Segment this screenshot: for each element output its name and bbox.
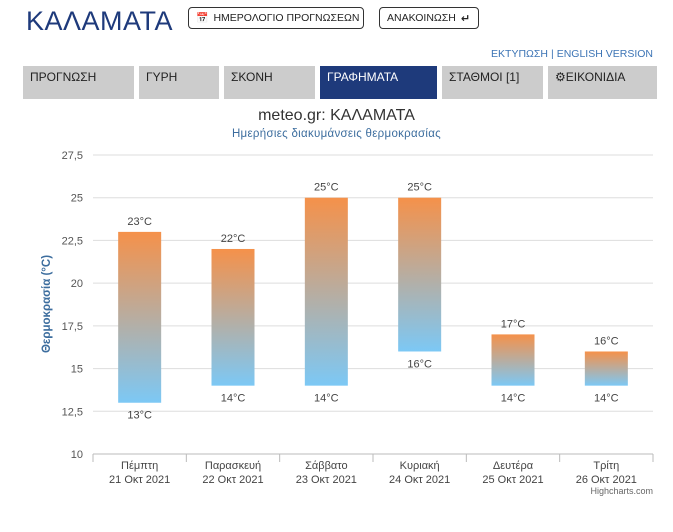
x-category-day: Πέμπτη: [121, 460, 158, 472]
low-temp-label: 16°C: [407, 358, 432, 370]
x-category-date: 21 Οκτ 2021: [109, 474, 170, 486]
link-separator: |: [550, 48, 554, 60]
english-version-link[interactable]: ENGLISH VERSION: [556, 48, 653, 60]
forecast-calendar-label: ΗΜΕΡΟΛΟΓΙΟ ΠΡΟΓΝΩΣΕΩΝ: [213, 12, 360, 24]
high-temp-label: 17°C: [501, 318, 526, 330]
temp-range-bar: [584, 351, 628, 386]
y-tick-label: 17,5: [62, 321, 83, 333]
x-category-date: 23 Οκτ 2021: [296, 474, 357, 486]
y-tick-label: 27,5: [62, 150, 83, 162]
x-category-date: 22 Οκτ 2021: [202, 474, 263, 486]
tab-charts[interactable]: ΓΡΑΦΗΜΑΤΑ: [320, 66, 437, 99]
turn-down-arrow-icon: ↵: [460, 12, 471, 25]
forecast-calendar-button[interactable]: 📅 ΗΜΕΡΟΛΟΓΙΟ ΠΡΟΓΝΩΣΕΩΝ: [188, 7, 364, 29]
chart-subtitle: Ημερήσιες διακυμάνσεις θερμοκρασίας: [231, 128, 442, 140]
y-tick-label: 25: [71, 193, 83, 205]
tab-charts-label: ΓΡΑΦΗΜΑΤΑ: [327, 70, 399, 84]
y-axis-title: Θερμοκρασία (°C): [41, 255, 53, 353]
low-temp-label: 14°C: [501, 393, 526, 405]
low-temp-label: 14°C: [314, 393, 339, 405]
announcement-label: ΑΝΑΚΟΙΝΩΣΗ: [387, 12, 456, 24]
x-category-day: Παρασκευή: [205, 460, 261, 472]
print-link[interactable]: ΕΚΤΥΠΩΣΗ: [491, 48, 548, 60]
high-temp-label: 22°C: [221, 233, 246, 245]
tab-icons-label: ΕΙΚΟΝΙΔΙΑ: [565, 70, 626, 84]
high-temp-label: 16°C: [594, 335, 619, 347]
y-tick-label: 12,5: [62, 406, 83, 418]
high-temp-label: 25°C: [407, 182, 432, 194]
temp-range-bar: [211, 248, 255, 386]
tab-icons[interactable]: ⚙ΕΙΚΟΝΙΔΙΑ: [548, 66, 657, 99]
city-title: ΚΑΛΑΜΑΤΑ: [26, 6, 174, 36]
temp-range-bar: [491, 334, 535, 386]
x-category-day: Κυριακή: [400, 460, 440, 472]
calendar-icon: 📅: [196, 12, 209, 24]
tab-forecast[interactable]: ΠΡΟΓΝΩΣΗ: [23, 66, 134, 99]
low-temp-label: 14°C: [221, 393, 246, 405]
low-temp-label: 13°C: [127, 410, 152, 422]
tab-stations[interactable]: ΣΤΑΘΜΟΙ [1]: [442, 66, 543, 99]
x-category-day: Τρίτη: [593, 460, 619, 472]
temp-range-bar: [304, 197, 348, 386]
y-tick-label: 22,5: [62, 235, 83, 247]
y-tick-label: 15: [71, 364, 83, 376]
tab-pollen-label: ΓΥΡΗ: [146, 70, 178, 84]
high-temp-label: 25°C: [314, 182, 339, 194]
top-links: ΕΚΤΥΠΩΣΗ | ENGLISH VERSION: [491, 48, 653, 60]
temp-range-bar: [118, 231, 162, 403]
chart-title: meteo.gr: ΚΑΛΑΜΑΤΑ: [258, 107, 415, 124]
x-category-date: 25 Οκτ 2021: [482, 474, 543, 486]
temp-range-bar: [398, 197, 442, 352]
x-category-day: Δευτέρα: [493, 460, 534, 472]
tab-pollen[interactable]: ΓΥΡΗ: [139, 66, 219, 99]
tab-dust[interactable]: ΣΚΟΝΗ: [224, 66, 315, 99]
highcharts-credit[interactable]: Highcharts.com: [590, 486, 653, 496]
low-temp-label: 14°C: [594, 393, 619, 405]
x-category-date: 26 Οκτ 2021: [576, 474, 637, 486]
x-category-day: Σάββατο: [305, 460, 347, 472]
x-category-date: 24 Οκτ 2021: [389, 474, 450, 486]
announcement-button[interactable]: ΑΝΑΚΟΙΝΩΣΗ ↵: [379, 7, 479, 29]
tab-forecast-label: ΠΡΟΓΝΩΣΗ: [30, 70, 97, 84]
y-tick-label: 10: [71, 449, 83, 461]
y-tick-label: 20: [71, 278, 83, 290]
gear-icon: ⚙: [555, 70, 566, 84]
high-temp-label: 23°C: [127, 216, 152, 228]
tab-stations-label: ΣΤΑΘΜΟΙ [1]: [449, 70, 520, 84]
tab-dust-label: ΣΚΟΝΗ: [231, 70, 273, 84]
